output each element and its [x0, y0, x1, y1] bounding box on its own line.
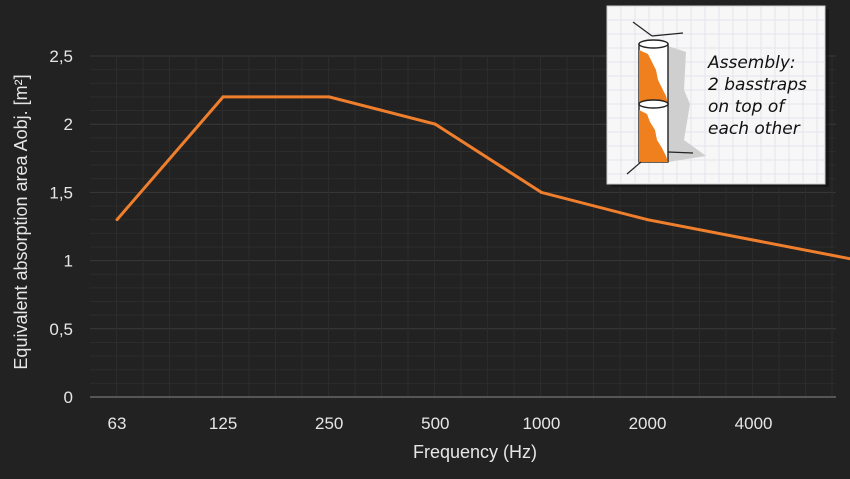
data-point: [752, 238, 756, 242]
basstrap-lower-top: [638, 99, 669, 109]
y-tick-label: 0: [64, 388, 73, 407]
inset-line-3: on top of: [708, 97, 787, 117]
x-tick-label: 500: [421, 414, 449, 433]
x-tick-label: 63: [108, 414, 127, 433]
basstrap-shadow: [668, 46, 706, 162]
inset-line-2: 2 basstraps: [708, 75, 807, 95]
basstrap-lower-fill: [639, 110, 668, 162]
y-tick-label: 2,5: [49, 47, 73, 66]
mounting-line-bottom-right: [667, 151, 694, 154]
inset-illustration: Assembly: 2 basstraps on top of each oth…: [606, 5, 829, 187]
mounting-line-top: [632, 21, 653, 37]
data-point: [646, 218, 649, 222]
x-tick-labels: 63 125 250 500 1000 2000 4000: [108, 414, 773, 433]
absorption-series-line: [115, 95, 850, 261]
data-point: [327, 95, 331, 99]
data-point: [433, 122, 437, 126]
mounting-line-top-right: [651, 32, 684, 37]
data-point: [115, 218, 119, 222]
data-point: [539, 190, 543, 194]
mounting-line-bottom: [626, 161, 642, 175]
y-axis-title: Equivalent absorption area Aobj. [m²]: [11, 74, 31, 369]
y-tick-label: 0,5: [49, 320, 73, 339]
basstrap-upper-top: [638, 39, 669, 49]
data-points: [115, 95, 756, 242]
basstrap-upper-fill: [639, 50, 668, 104]
y-tick-labels: 0 0,5 1 1,5 2 2,5: [49, 47, 73, 407]
x-tick-label: 125: [209, 414, 237, 433]
x-tick-label: 250: [315, 414, 343, 433]
y-tick-label: 2: [64, 115, 73, 134]
x-tick-label: 4000: [735, 414, 773, 433]
y-tick-label: 1,5: [49, 183, 73, 202]
inset-line-4: each other: [708, 119, 801, 139]
x-axis-title: Frequency (Hz): [413, 442, 537, 462]
x-tick-label: 2000: [629, 414, 667, 433]
inset-line-1: Assembly:: [707, 53, 796, 73]
y-tick-label: 1: [64, 252, 73, 271]
data-point: [221, 95, 225, 99]
basstrap-stack-drawing: [626, 21, 706, 175]
x-tick-label: 1000: [522, 414, 560, 433]
